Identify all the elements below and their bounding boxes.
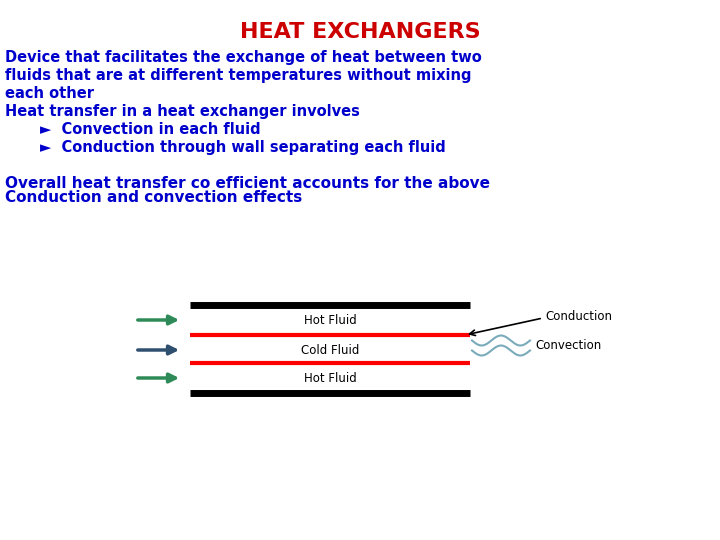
Text: HEAT EXCHANGERS: HEAT EXCHANGERS [240,22,480,42]
Text: Overall heat transfer co efficient accounts for the above: Overall heat transfer co efficient accou… [5,176,490,191]
Text: Heat transfer in a heat exchanger involves: Heat transfer in a heat exchanger involv… [5,104,360,119]
Text: Conduction: Conduction [545,309,612,322]
Text: Device that facilitates the exchange of heat between two: Device that facilitates the exchange of … [5,50,482,65]
Text: fluids that are at different temperatures without mixing: fluids that are at different temperature… [5,68,472,83]
Text: Hot Fluid: Hot Fluid [304,314,356,327]
Text: Hot Fluid: Hot Fluid [304,372,356,384]
Text: ►  Conduction through wall separating each fluid: ► Conduction through wall separating eac… [40,140,446,155]
Text: each other: each other [5,86,94,101]
Text: Convection: Convection [535,339,601,352]
Text: Conduction and convection effects: Conduction and convection effects [5,190,302,205]
Text: Cold Fluid: Cold Fluid [301,343,359,356]
Text: ►  Convection in each fluid: ► Convection in each fluid [40,122,261,137]
